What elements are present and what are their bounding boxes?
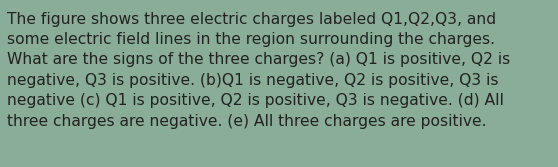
Text: The figure shows three electric charges labeled Q1,Q2,Q3, and
some electric fiel: The figure shows three electric charges … — [7, 12, 510, 129]
